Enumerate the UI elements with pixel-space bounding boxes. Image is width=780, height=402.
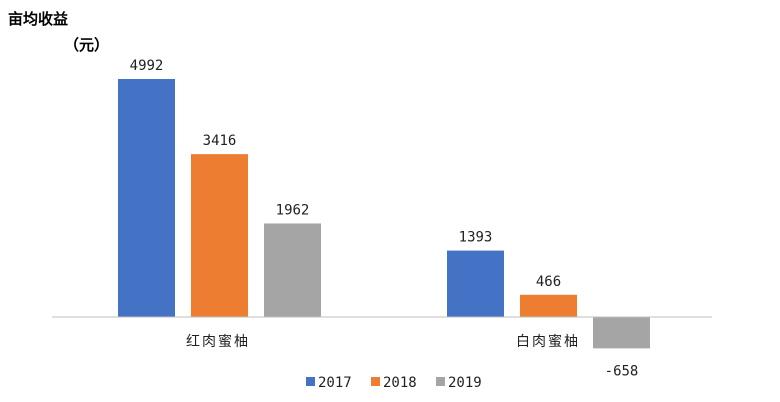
data-label-2017-1: 4992 — [130, 58, 164, 74]
bar-2019-2 — [593, 317, 650, 349]
legend-swatch-2017 — [306, 377, 315, 386]
data-label-2019-2: -658 — [605, 363, 639, 379]
legend-item-2018: 2018 — [371, 375, 417, 391]
legend-item-2019: 2019 — [436, 375, 482, 391]
bar-2019-1 — [264, 223, 321, 317]
data-labels-group: 4992 3416 1962 1393 466 -658 — [130, 58, 639, 379]
bars-group — [118, 79, 650, 349]
bar-2018-2 — [520, 294, 577, 317]
legend-label-2017: 2017 — [318, 375, 352, 391]
data-label-2018-1: 3416 — [203, 133, 237, 149]
legend-item-2017: 2017 — [306, 375, 352, 391]
category-label-1: 红肉蜜柚 — [186, 334, 250, 350]
bar-2018-1 — [191, 154, 248, 317]
legend-swatch-2019 — [436, 377, 445, 386]
y-axis-unit: （元） — [64, 36, 109, 54]
legend-swatch-2018 — [371, 377, 380, 386]
bar-2017-2 — [447, 250, 504, 317]
category-labels-group: 红肉蜜柚 白肉蜜柚 — [186, 334, 580, 350]
legend-label-2018: 2018 — [383, 375, 417, 391]
data-label-2018-2: 466 — [536, 274, 561, 290]
bar-2017-1 — [118, 79, 175, 317]
data-label-2019-1: 1962 — [276, 202, 310, 218]
data-label-2017-2: 1393 — [459, 230, 493, 246]
legend-label-2019: 2019 — [448, 375, 482, 391]
category-label-2: 白肉蜜柚 — [516, 334, 580, 350]
legend: 2017 2018 2019 — [306, 375, 482, 391]
y-axis-label: 亩均收益 — [8, 10, 68, 28]
